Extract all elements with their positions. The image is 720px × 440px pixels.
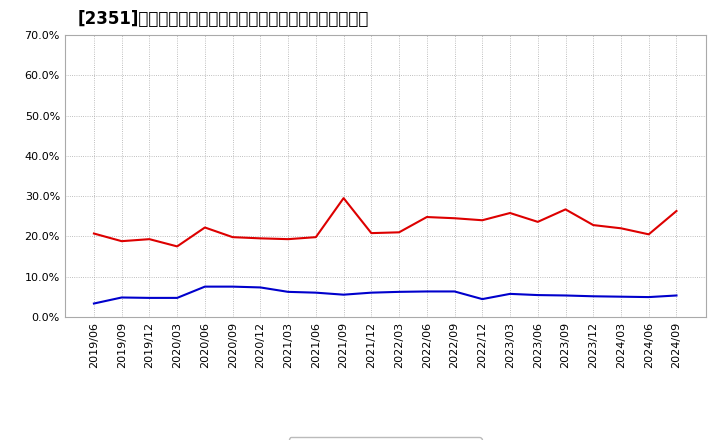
現頲金 bbox=[367, 231, 376, 236]
有利子負債 bbox=[534, 293, 542, 298]
現頲金 bbox=[423, 214, 431, 220]
現頲金 bbox=[589, 223, 598, 228]
Line: 現頲金: 現頲金 bbox=[94, 198, 677, 246]
現頲金 bbox=[284, 237, 292, 242]
現頲金 bbox=[478, 218, 487, 223]
有利子負債 bbox=[228, 284, 237, 289]
有利子負債 bbox=[561, 293, 570, 298]
有利子負債 bbox=[367, 290, 376, 295]
現頲金 bbox=[339, 195, 348, 201]
現頲金 bbox=[561, 207, 570, 212]
有利子負債 bbox=[89, 301, 98, 306]
Line: 有利子負債: 有利子負債 bbox=[94, 286, 677, 304]
現頲金 bbox=[644, 232, 653, 237]
現頲金 bbox=[228, 235, 237, 240]
現頲金 bbox=[201, 225, 210, 230]
現頲金 bbox=[505, 210, 514, 216]
Legend: 現頲金, 有利子負債: 現頲金, 有利子負債 bbox=[289, 437, 482, 440]
現頲金 bbox=[395, 230, 403, 235]
現頲金 bbox=[89, 231, 98, 236]
有利子負債 bbox=[173, 295, 181, 301]
有利子負債 bbox=[616, 294, 625, 299]
有利子負債 bbox=[478, 297, 487, 302]
現頲金 bbox=[173, 244, 181, 249]
有利子負債 bbox=[201, 284, 210, 289]
現頲金 bbox=[117, 238, 126, 244]
有利子負債 bbox=[505, 291, 514, 297]
有利子負債 bbox=[450, 289, 459, 294]
有利子負債 bbox=[672, 293, 681, 298]
有利子負債 bbox=[423, 289, 431, 294]
現頲金 bbox=[145, 237, 154, 242]
現頲金 bbox=[672, 209, 681, 214]
現頲金 bbox=[256, 236, 265, 241]
有利子負債 bbox=[117, 295, 126, 300]
現頲金 bbox=[534, 219, 542, 224]
有利子負債 bbox=[589, 293, 598, 299]
Text: [2351]　現頲金、有利子負債の総資産に対する比率の推移: [2351] 現頲金、有利子負債の総資産に対する比率の推移 bbox=[78, 10, 369, 28]
有利子負債 bbox=[256, 285, 265, 290]
現頲金 bbox=[450, 216, 459, 221]
有利子負債 bbox=[395, 289, 403, 294]
有利子負債 bbox=[644, 294, 653, 300]
有利子負債 bbox=[284, 289, 292, 294]
現頲金 bbox=[312, 235, 320, 240]
現頲金 bbox=[616, 226, 625, 231]
有利子負債 bbox=[312, 290, 320, 295]
有利子負債 bbox=[145, 295, 154, 301]
有利子負債 bbox=[339, 292, 348, 297]
